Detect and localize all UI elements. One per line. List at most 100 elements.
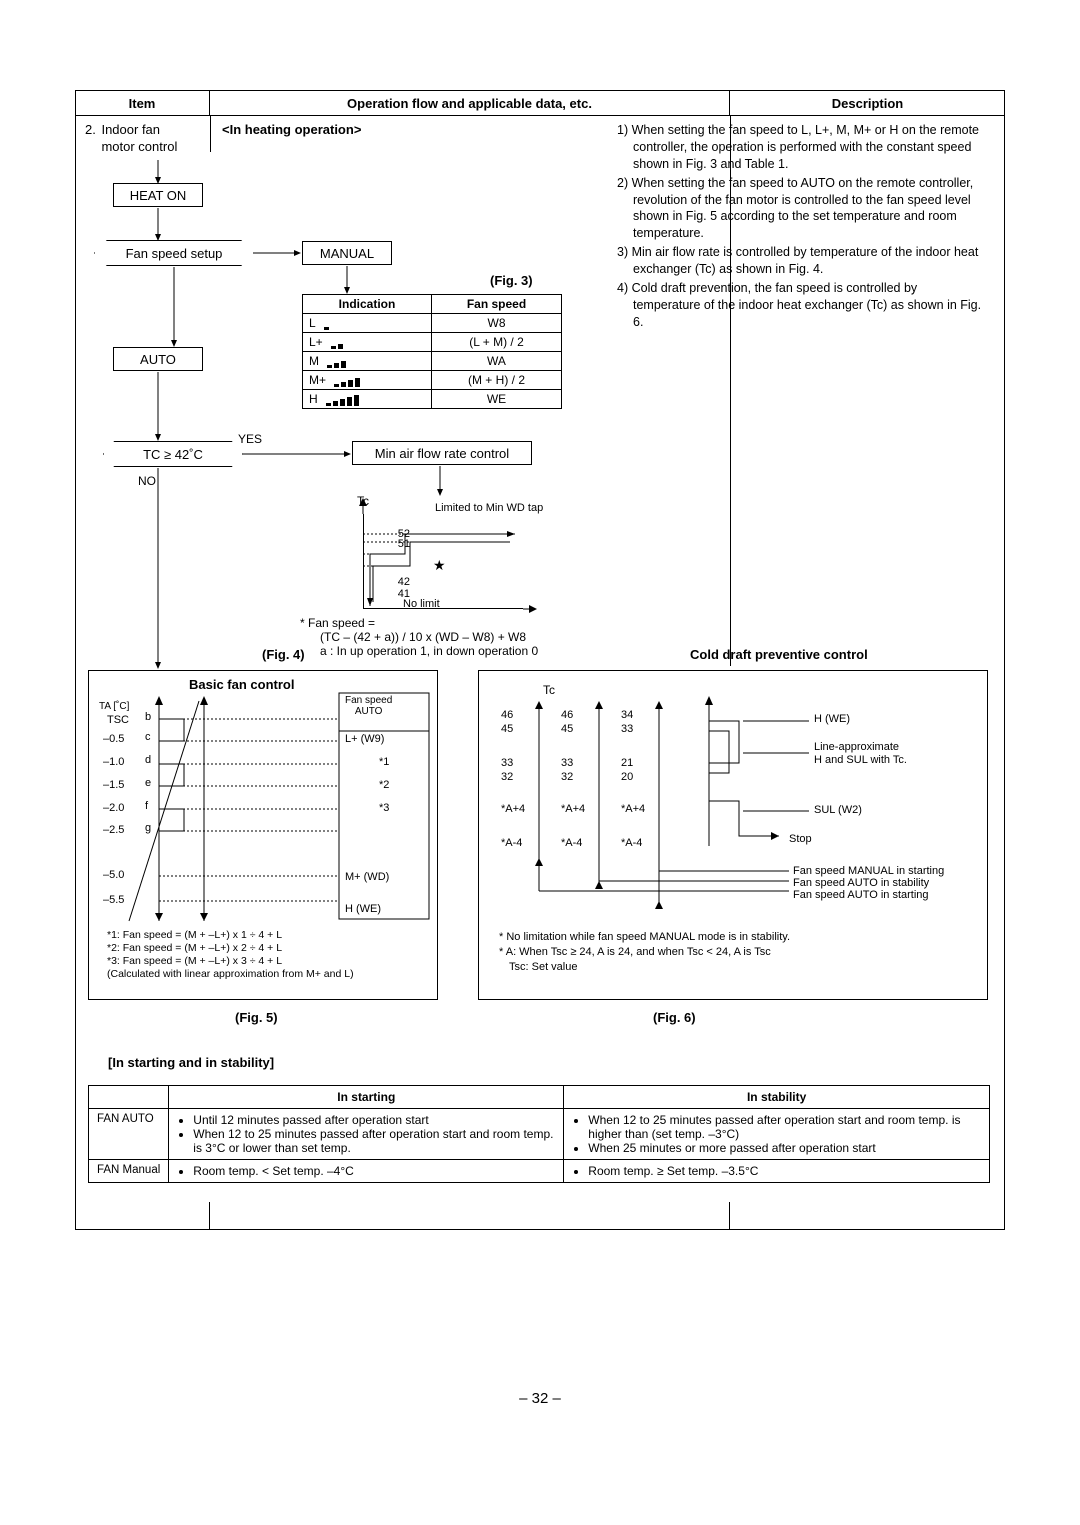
ss-r2-a: Room temp. < Set temp. –4°C [169, 1160, 564, 1183]
auto-box: AUTO [113, 347, 203, 371]
fig6-val: 32 [501, 771, 513, 783]
cold-draft-heading: Cold draft preventive control [690, 647, 868, 662]
ss-item: When 25 minutes or more passed after ope… [588, 1141, 981, 1155]
fig4-eq-line: (TC – (42 + a)) / 10 x (WD – W8) + W8 [320, 630, 526, 644]
fig6-val: 32 [561, 771, 573, 783]
fig4-limited: Limited to Min WD tap [435, 502, 543, 514]
fig6-leg2: Fan speed AUTO in stability [793, 877, 929, 889]
fig5-15: –1.5 [103, 779, 124, 791]
fig6-tc: Tc [543, 683, 555, 697]
header-row: Item Operation flow and applicable data,… [75, 90, 1005, 116]
hdr-desc: Description [730, 90, 1005, 116]
ss-r2-lbl: FAN Manual [89, 1160, 169, 1183]
fig3-fan: WA [432, 351, 561, 370]
fig5-b: b [145, 711, 151, 723]
fig6-panel: Tc 46453332*A+4*A-446453332*A+4*A-434332… [478, 670, 988, 1000]
fig3-fan: W8 [432, 313, 561, 332]
ss-item: Until 12 minutes passed after operation … [193, 1113, 555, 1127]
fig6-val: 21 [621, 757, 633, 769]
ss-r1-lbl: FAN AUTO [89, 1109, 169, 1160]
fig5-25: –2.5 [103, 824, 124, 836]
hdr-item: Item [75, 90, 210, 116]
fig5-c: c [145, 731, 151, 743]
fig5-10: –1.0 [103, 756, 124, 768]
fig6-leg1: Fan speed AUTO in starting [793, 889, 929, 901]
desc-1: 1) When setting the fan speed to L, L+, … [617, 122, 987, 173]
item-name: Indoor fan motor control [101, 122, 177, 156]
fig5-05: –0.5 [103, 733, 124, 745]
fig6-val: 34 [621, 709, 633, 721]
ss-item: Room temp. ≥ Set temp. –3.5°C [588, 1164, 981, 1178]
fig3-h-fan: Fan speed [432, 295, 561, 313]
fig5-notes: *1: Fan speed = (M + –L+) x 1 ÷ 4 + L *2… [107, 929, 354, 982]
item-label: 2. Indoor fan motor control [85, 122, 177, 156]
fig5-h: H (WE) [345, 903, 381, 915]
fig6-val: *A+4 [561, 803, 585, 815]
fig3-caption: (Fig. 3) [490, 273, 533, 288]
fig3-ind: M+ [303, 370, 432, 389]
fig3-ind: L [303, 313, 432, 332]
no-label: NO [138, 474, 156, 488]
fig5-s3: *3 [379, 802, 389, 814]
fig5-50: –5.0 [103, 869, 124, 881]
description-block: 1) When setting the fan speed to L, L+, … [617, 122, 987, 333]
mode-heading: <In heating operation> [222, 122, 361, 137]
fig5-caption: (Fig. 5) [235, 1010, 278, 1025]
fig6-val: *A-4 [621, 837, 642, 849]
fig6-val: *A-4 [501, 837, 522, 849]
manual-box: MANUAL [302, 241, 392, 265]
fig6-n1: * No limitation while fan speed MANUAL m… [499, 931, 790, 943]
fig5-s2: *2 [379, 779, 389, 791]
fig5-panel: Basic fan control TA [˚C] TSC b –0.5 c –… [88, 670, 438, 1000]
fig3-fan: (L + M) / 2 [432, 332, 561, 351]
heat-on-box: HEAT ON [113, 183, 203, 207]
ss-r1-b: When 12 to 25 minutes passed after opera… [564, 1109, 990, 1160]
fig6-line: Line-approximate H and SUL with Tc. [814, 741, 907, 767]
fig5-auto: Fan speed AUTO [345, 695, 392, 717]
fig6-val: *A+4 [621, 803, 645, 815]
fig5-55: –5.5 [103, 894, 124, 906]
ss-item: When 12 to 25 minutes passed after opera… [193, 1127, 555, 1155]
fig6-val: 46 [561, 709, 573, 721]
fig6-val: 33 [621, 723, 633, 735]
desc-3: 3) Min air flow rate is controlled by te… [617, 244, 987, 278]
fig4-star: ★ [433, 557, 446, 574]
ss-h1: In starting [169, 1086, 564, 1109]
fig6-n3: Tsc: Set value [509, 961, 577, 973]
fig6-sul: SUL (W2) [814, 804, 862, 816]
tc-cond-hex: TC ≥ 42˚C [103, 441, 243, 467]
ss-heading: [In starting and in stability] [108, 1055, 274, 1070]
fig3-h-ind: Indication [303, 295, 432, 313]
fig6-val: *A+4 [501, 803, 525, 815]
bottom-stubs [75, 1202, 1005, 1230]
fig6-val: 45 [561, 723, 573, 735]
fig3-ind: L+ [303, 332, 432, 351]
ss-r2-b: Room temp. ≥ Set temp. –3.5°C [564, 1160, 990, 1183]
fig6-n2: * A: When Tsc ≥ 24, A is 24, and when Ts… [499, 946, 771, 958]
fig6-stop: Stop [789, 833, 812, 845]
fan-bars-icon [322, 318, 362, 330]
fig5-d: d [145, 754, 151, 766]
desc-2: 2) When setting the fan speed to AUTO on… [617, 175, 987, 243]
ss-table: In starting In stability FAN AUTO Until … [88, 1085, 990, 1183]
fig6-val: 33 [501, 757, 513, 769]
fig3-ind: M [303, 351, 432, 370]
fig4-caption: (Fig. 4) [262, 647, 305, 662]
fig6-val: 20 [621, 771, 633, 783]
divider [210, 116, 211, 152]
fig5-e: e [145, 777, 151, 789]
fig3-fan: (M + H) / 2 [432, 370, 561, 389]
hdr-flow: Operation flow and applicable data, etc. [210, 90, 730, 116]
min-air-box: Min air flow rate control [352, 441, 532, 465]
fig4-eq-head: * Fan speed = [300, 616, 375, 630]
fan-bars-icon [332, 375, 372, 387]
fan-bars-icon [329, 337, 369, 349]
fig5-f: f [145, 800, 148, 812]
fan-speed-setup-hex: Fan speed setup [94, 240, 254, 266]
fig6-val: 46 [501, 709, 513, 721]
fig4-eq-note: a : In up operation 1, in down operation… [320, 644, 538, 658]
fig5-20: –2.0 [103, 802, 124, 814]
desc-4: 4) Cold draft prevention, the fan speed … [617, 280, 987, 331]
fig4-y42: 42 [398, 576, 410, 588]
fig6-val: *A-4 [561, 837, 582, 849]
